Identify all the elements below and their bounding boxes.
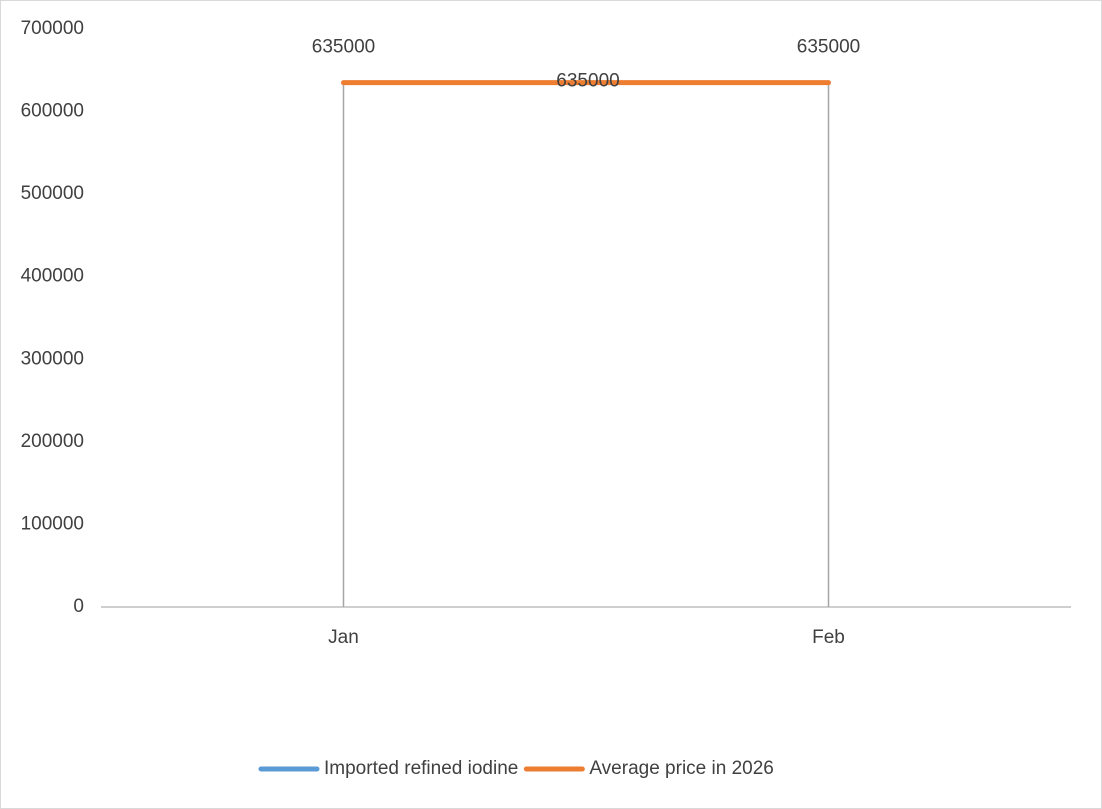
y-tick-label: 700000	[21, 18, 84, 39]
y-tick-label: 200000	[21, 431, 84, 452]
y-tick-label: 100000	[21, 513, 84, 534]
x-tick-label: Jan	[328, 627, 359, 648]
y-tick-label: 400000	[21, 266, 84, 287]
x-tick-label: Feb	[812, 627, 845, 648]
y-tick-label: 0	[73, 596, 84, 617]
legend-label: Average price in 2026	[589, 758, 774, 779]
data-label: 635000	[556, 71, 619, 92]
y-tick-label: 500000	[21, 183, 84, 204]
y-tick-label: 600000	[21, 101, 84, 122]
data-label: 635000	[797, 37, 860, 58]
legend-label: Imported refined iodine	[324, 758, 518, 779]
y-tick-label: 300000	[21, 348, 84, 369]
data-label: 635000	[312, 37, 375, 58]
